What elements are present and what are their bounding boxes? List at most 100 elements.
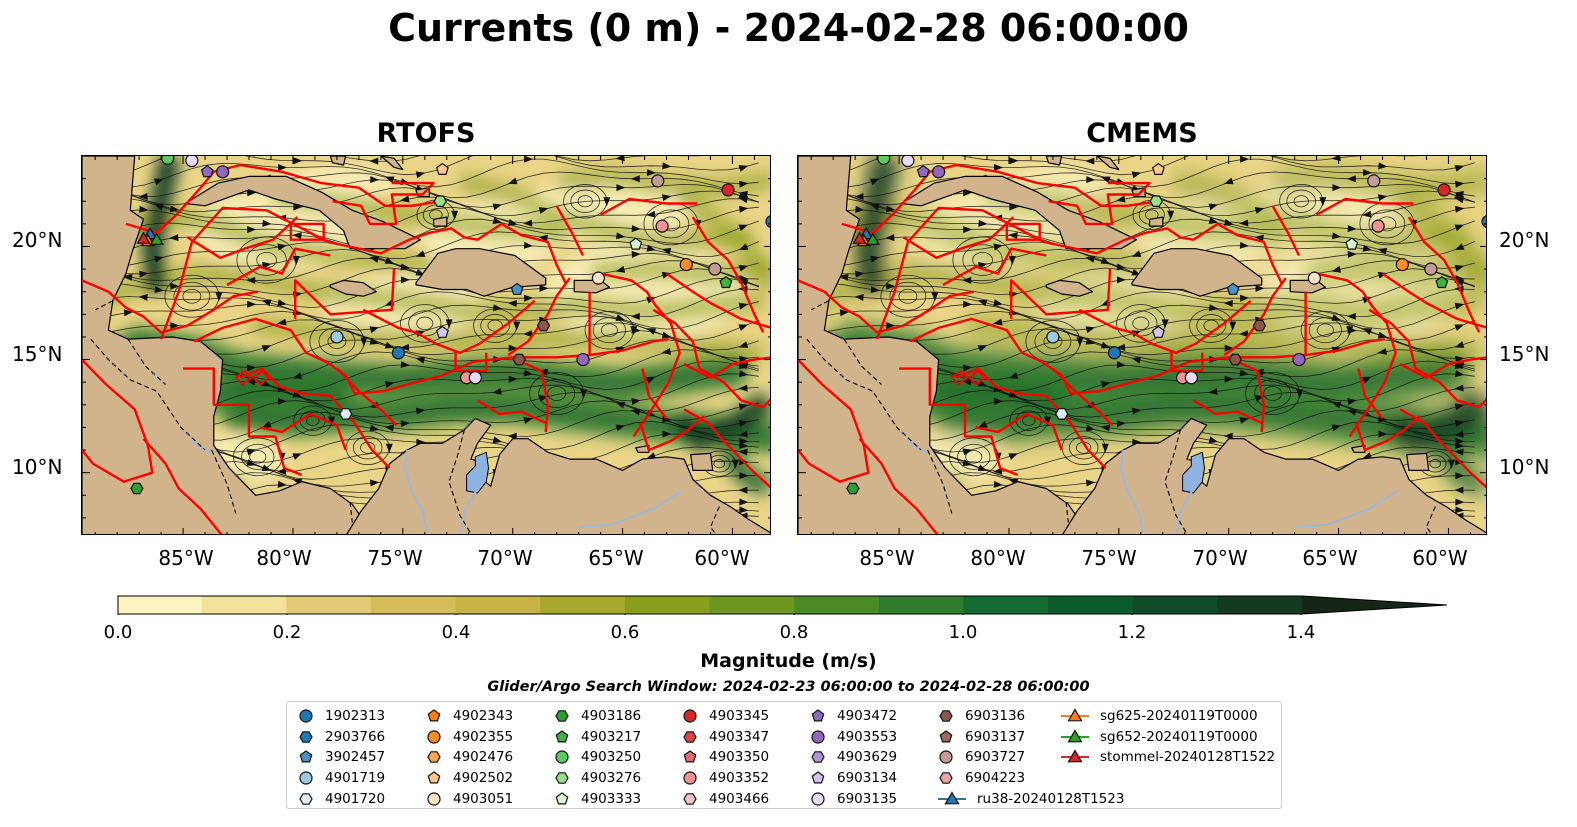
legend-item: 4903466 [681, 788, 769, 809]
legend-label: 6904223 [965, 770, 1026, 787]
eez-boundaries [798, 163, 1486, 534]
legend-label: 6903727 [965, 749, 1026, 766]
land-mass [798, 156, 1080, 534]
land-mass [1096, 156, 1120, 171]
streamline-arrow [170, 282, 180, 290]
eez-line [1170, 350, 1204, 373]
streamline [82, 241, 759, 270]
legend-marker [555, 730, 569, 743]
streamline-arrow [630, 326, 638, 336]
legend-item: 4903352 [681, 768, 769, 789]
lake-maracaibo [1182, 451, 1206, 494]
streamline [798, 206, 1475, 236]
streamline-arrow [1223, 300, 1233, 308]
argo-float-marker [1435, 275, 1449, 289]
colorbar-segment [201, 596, 287, 614]
eez-line [520, 360, 550, 433]
streamline-arrow [931, 292, 939, 302]
legend-marker [427, 771, 441, 784]
legend-marker-icon [683, 709, 697, 723]
eddy-ring [577, 195, 593, 208]
colorbar-tick-4: 0.8 [779, 622, 809, 643]
colorbar-tick-1: 0.2 [272, 622, 302, 643]
streamline-arrow [416, 407, 426, 415]
legend-marker-icon [939, 750, 953, 765]
streamline-arrow [962, 276, 972, 284]
eez-line [975, 412, 1063, 451]
legend-item: stommel-20240128T1522 [1060, 747, 1275, 768]
streamline-arrow [400, 343, 410, 351]
legend-marker-icon [299, 731, 313, 743]
eez-line [555, 205, 585, 257]
streamline-arrow [293, 157, 303, 165]
search-window-text: Glider/Argo Search Window: 2024-02-23 06… [487, 679, 1090, 695]
legend-marker [555, 772, 569, 784]
streamline-arrow [523, 241, 534, 249]
land [82, 156, 770, 534]
glider-marker [149, 232, 164, 245]
legend-marker-icon [811, 709, 825, 722]
argo-float-marker [765, 215, 770, 228]
argo-float-marker [1228, 353, 1242, 366]
streamline-arrow [400, 195, 410, 203]
argo-float-marker [846, 482, 860, 495]
eez-line [1316, 272, 1397, 438]
streamline-arrow [646, 210, 656, 218]
streamline [82, 218, 759, 248]
legend: 1902313 2903766 3902457 4901719 4901720 4902… [286, 701, 1282, 809]
argo-float-marker [161, 156, 175, 165]
argo-float-marker [708, 262, 722, 276]
river [459, 487, 479, 534]
streamline-arrow [415, 356, 426, 364]
legend-label: 4903472 [837, 708, 898, 725]
streamline-arrow [369, 424, 380, 432]
legend-marker [427, 751, 441, 764]
legend-item: sg625-20240119T0000 [1060, 706, 1275, 727]
lon-label-80w-cmems: 80°W [970, 546, 1026, 570]
streamline-arrow [1224, 375, 1234, 383]
current-band [678, 191, 770, 291]
streamline-arrow [1377, 271, 1388, 279]
streamline-arrow [738, 403, 749, 411]
legend-item: 4903276 [553, 768, 641, 789]
eez-line [955, 367, 1107, 469]
streamline-arrow [524, 156, 534, 163]
streamline-arrow [1455, 180, 1465, 188]
streamline-arrow [1454, 243, 1465, 251]
streamline-arrow [616, 232, 626, 240]
streamline-arrow [1085, 326, 1096, 334]
streamline-arrow [513, 321, 521, 331]
country-border [349, 502, 353, 523]
streamline-arrow [631, 250, 641, 258]
streamline-arrow [278, 164, 287, 171]
axis-ticks [82, 156, 770, 534]
legend-marker-icon [299, 792, 313, 805]
argo-float-marker [1151, 162, 1165, 175]
argo-float-marker [1371, 219, 1385, 233]
streamline-arrow [1254, 234, 1264, 242]
streamline-arrow [854, 293, 864, 301]
land-mass [690, 452, 714, 471]
legend-marker [939, 772, 953, 784]
colorbar-segment [624, 596, 710, 614]
legend-item: 4902343 [425, 706, 513, 727]
streamline-arrow [139, 205, 149, 213]
streamline-arrow [1346, 312, 1356, 320]
streamline-arrow [1239, 369, 1250, 377]
legend-label: 3902457 [325, 749, 386, 766]
argo-float-marker [1481, 215, 1486, 228]
streamline-arrow [1208, 387, 1218, 395]
legend-triangle [1067, 729, 1083, 743]
current-band [1172, 170, 1472, 255]
lon-label-80w-rtofs: 80°W [256, 546, 312, 570]
legend-marker-icon [811, 792, 825, 806]
streamline-arrow [1346, 326, 1354, 336]
streamline-arrow [292, 453, 303, 460]
streamline-arrow [962, 448, 973, 456]
streamline-arrow [523, 330, 533, 338]
legend-label: stommel-20240128T1522 [1100, 749, 1276, 766]
lat-label-10n-left: 10°N [12, 455, 63, 479]
eez-line [226, 247, 331, 286]
streamline-arrow [580, 389, 588, 399]
current-band [85, 263, 765, 323]
